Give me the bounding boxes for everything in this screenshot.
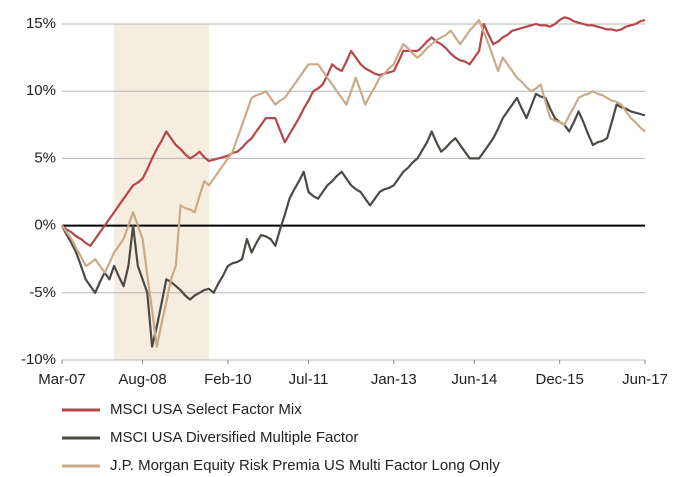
- y-tick-label: -5%: [29, 284, 56, 301]
- series-line: [61, 92, 646, 348]
- series-line: [61, 16, 646, 247]
- y-tick-label: 15%: [26, 15, 56, 32]
- y-tick-label: 10%: [26, 82, 56, 99]
- series-line: [61, 18, 646, 348]
- x-tick-label: Jul-11: [289, 371, 329, 388]
- x-tick-label: Jan-13: [371, 371, 417, 388]
- y-tick-label: 5%: [34, 149, 56, 166]
- x-tick-label: Feb-10: [204, 371, 252, 388]
- x-tick-label: Mar-07: [38, 371, 86, 388]
- legend-label: J.P. Morgan Equity Risk Premia US Multi …: [110, 457, 500, 474]
- legend-label: MSCI USA Select Factor Mix: [110, 401, 302, 418]
- legend-label: MSCI USA Diversified Multiple Factor: [110, 429, 358, 446]
- y-tick-label: -10%: [21, 351, 56, 368]
- x-tick-label: Aug-08: [118, 371, 166, 388]
- x-tick-label: Jun-17: [622, 371, 668, 388]
- x-tick-label: Jun-14: [451, 371, 497, 388]
- x-tick-label: Dec-15: [536, 371, 584, 388]
- y-tick-label: 0%: [34, 217, 56, 234]
